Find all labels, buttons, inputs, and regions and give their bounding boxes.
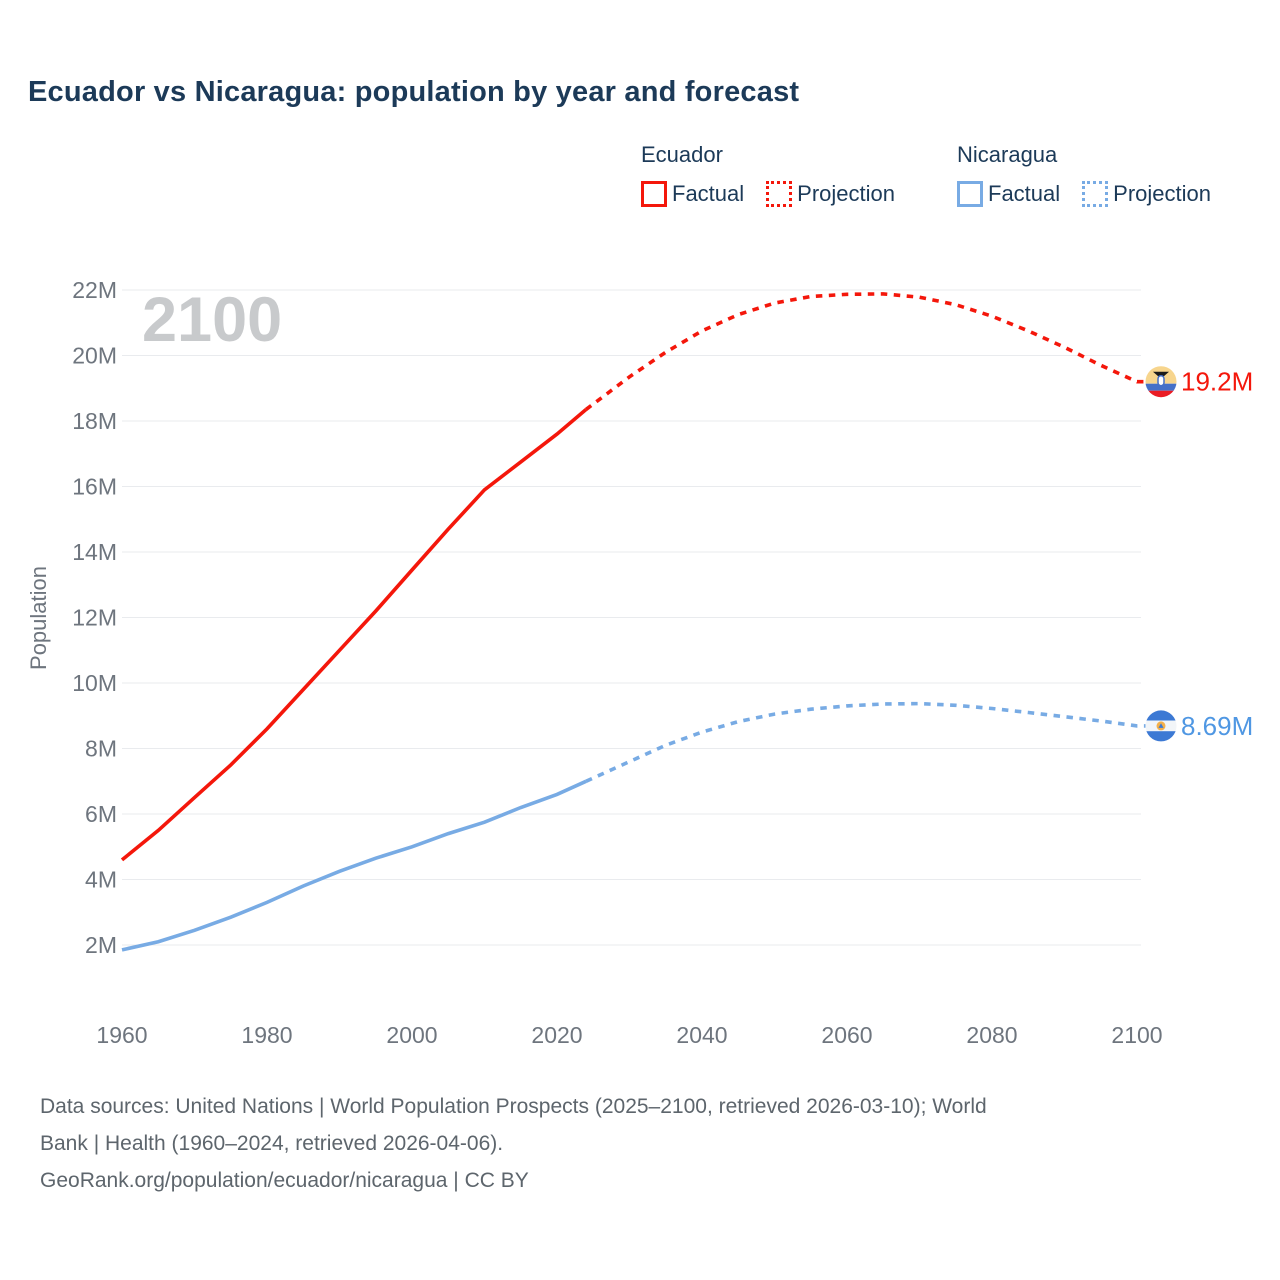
footer-line: GeoRank.org/population/ecuador/nicaragua…	[40, 1169, 529, 1192]
legend-item-label: Projection	[1113, 181, 1211, 206]
x-tick-label: 1980	[241, 1022, 292, 1048]
legend-item-ecuador-projection: Projection	[766, 181, 895, 207]
legend-item-ecuador-factual: Factual	[641, 181, 744, 207]
y-tick-label: 22M	[72, 277, 117, 303]
ecuador-projection-swatch	[766, 181, 793, 207]
ecuador-projection-line	[584, 292, 1146, 411]
watermark-year: 2100	[142, 285, 282, 355]
y-axis-title: Population	[26, 566, 51, 670]
legend-item-label: Factual	[988, 181, 1061, 206]
y-tick-label: 18M	[72, 408, 117, 434]
legend-item-label: Projection	[797, 181, 895, 206]
x-tick-label: 2000	[386, 1022, 437, 1048]
footer-line: Bank | Health (1960–2024, retrieved 2026…	[40, 1132, 504, 1155]
legend-item-nicaragua-factual: Factual	[957, 181, 1060, 207]
nicaragua-projection-line	[585, 701, 1146, 783]
nicaragua-flag-icon	[1145, 710, 1177, 742]
y-tick-label: 6M	[85, 801, 117, 827]
footer-line: Data sources: United Nations | World Pop…	[40, 1095, 987, 1118]
x-tick-label: 2080	[966, 1022, 1017, 1048]
nicaragua-projection-swatch	[1082, 181, 1109, 207]
x-tick-label: 2020	[531, 1022, 582, 1048]
nicaragua-factual-swatch	[957, 181, 983, 207]
ecuador-flag-icon	[1145, 366, 1177, 398]
legend-group-label: Ecuador	[641, 142, 723, 167]
page-title: Ecuador vs Nicaragua: population by year…	[28, 76, 800, 108]
x-tick-label: 2100	[1111, 1022, 1162, 1048]
x-tick-label: 1960	[96, 1022, 147, 1048]
nicaragua-end-label: 8.69M	[1181, 711, 1253, 741]
legend-item-nicaragua-projection: Projection	[1082, 181, 1211, 207]
x-tick-label: 2060	[821, 1022, 872, 1048]
ecuador-factual-line	[120, 408, 588, 862]
y-tick-label: 20M	[72, 343, 117, 369]
ecuador-factual-swatch	[641, 181, 667, 207]
y-tick-label: 14M	[72, 539, 117, 565]
ecuador-end-label: 19.2M	[1181, 367, 1253, 397]
legend-group-label: Nicaragua	[957, 142, 1058, 167]
legend-group-nicaragua: Nicaragua Factual Projection	[957, 142, 1233, 207]
data-sources: Data sources: United Nations | World Pop…	[40, 1088, 1250, 1199]
chart-legend: Ecuador Factual Projection Nicaragua Fac…	[0, 142, 1280, 222]
x-tick-label: 2040	[676, 1022, 727, 1048]
legend-item-label: Factual	[672, 181, 745, 206]
legend-group-ecuador: Ecuador Factual Projection	[641, 142, 917, 207]
y-tick-label: 8M	[85, 736, 117, 762]
y-tick-label: 2M	[85, 932, 117, 958]
y-tick-label: 16M	[72, 474, 117, 500]
y-tick-label: 12M	[72, 605, 117, 631]
y-tick-label: 4M	[85, 867, 117, 893]
nicaragua-factual-line	[121, 779, 587, 952]
y-tick-label: 10M	[72, 670, 117, 696]
